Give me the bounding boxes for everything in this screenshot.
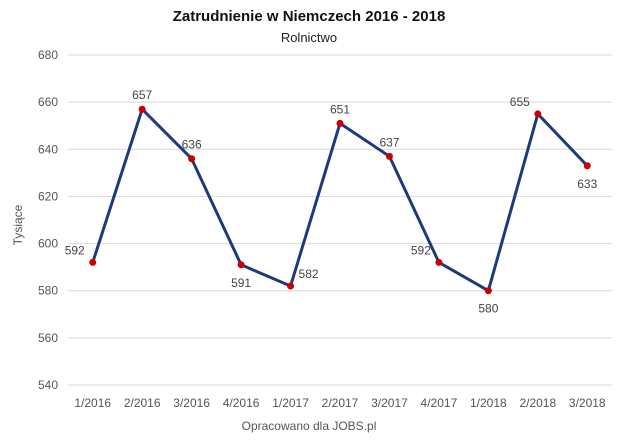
data-labels: 592 657 636 591 582 651 637 592 580 655 633 [65, 88, 598, 316]
data-point [188, 155, 196, 163]
data-point [336, 119, 344, 127]
x-tick-label: 2/2016 [124, 396, 161, 410]
gridlines [68, 54, 612, 386]
y-tick-label: 580 [38, 284, 58, 298]
data-point [534, 110, 542, 118]
data-label: 580 [478, 302, 498, 316]
chart-title: Zatrudnienie w Niemczech 2016 - 2018 [172, 8, 446, 25]
data-point [583, 162, 591, 170]
chart-subtitle: Rolnictwo [280, 30, 338, 45]
y-tick-labels: 540 560 580 600 620 640 660 680 [38, 48, 58, 392]
y-tick-label: 680 [38, 48, 58, 62]
source-note: Opracowano dla JOBS.pl [241, 419, 377, 433]
series-line [91, 107, 589, 293]
data-point [385, 152, 393, 160]
y-axis-label: Tysiące [11, 204, 25, 245]
data-point [435, 258, 443, 266]
y-tick-label: 620 [38, 189, 58, 203]
x-tick-label: 3/2017 [371, 396, 408, 410]
data-label: 636 [182, 138, 202, 152]
x-tick-label: 3/2016 [173, 396, 210, 410]
data-label: 655 [510, 95, 530, 109]
data-point [484, 287, 492, 295]
data-label: 651 [330, 102, 350, 116]
data-point [237, 261, 245, 269]
data-label: 592 [411, 243, 431, 257]
y-tick-label: 660 [38, 95, 58, 109]
data-label: 592 [65, 243, 85, 257]
data-point [89, 258, 97, 266]
x-tick-label: 2/2018 [519, 396, 556, 410]
x-tick-label: 1/2016 [74, 396, 111, 410]
x-tick-label: 1/2017 [272, 396, 309, 410]
x-tick-label: 2/2017 [322, 396, 359, 410]
x-tick-label: 1/2018 [470, 396, 507, 410]
y-tick-label: 540 [38, 378, 58, 392]
data-label: 637 [379, 135, 399, 149]
y-tick-label: 560 [38, 331, 58, 345]
x-tick-label: 3/2018 [569, 396, 606, 410]
data-label: 633 [577, 177, 597, 191]
data-label: 582 [299, 267, 319, 281]
y-tick-label: 600 [38, 237, 58, 251]
data-point [287, 282, 295, 290]
x-tick-labels: 1/2016 2/2016 3/2016 4/2016 1/2017 2/2017 3/20… [74, 396, 606, 410]
data-points [89, 105, 591, 295]
data-label: 591 [231, 276, 251, 290]
x-tick-label: 4/2017 [421, 396, 458, 410]
y-tick-label: 640 [38, 142, 58, 156]
x-tick-label: 4/2016 [223, 396, 260, 410]
data-label: 657 [132, 88, 152, 102]
data-point [138, 105, 146, 113]
series-polyline [91, 107, 589, 293]
